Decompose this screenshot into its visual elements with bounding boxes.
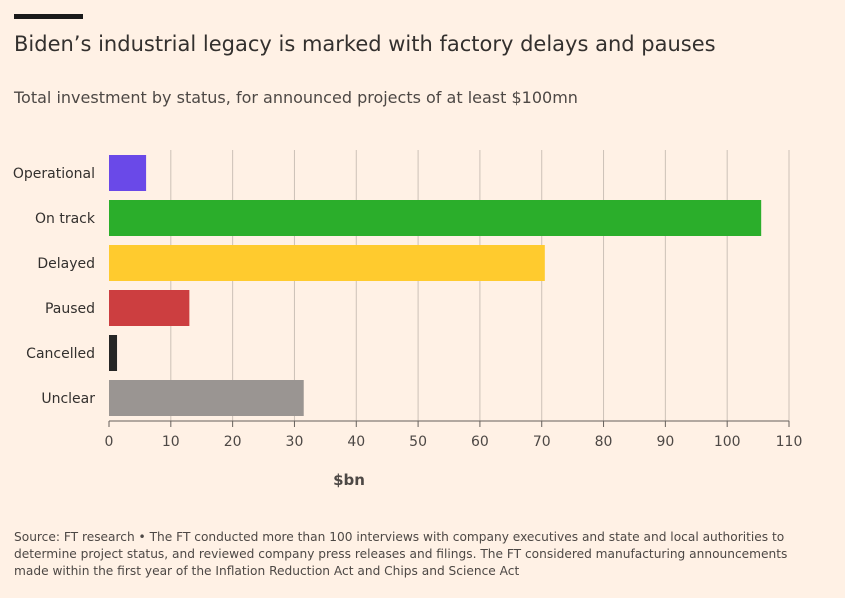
category-label: Delayed — [37, 256, 95, 272]
bar-paused — [109, 290, 190, 326]
bar-chart: Operational On track Delayed Paused Cancelle… — [13, 150, 803, 489]
category-label: On track — [35, 211, 96, 227]
bar-operational — [109, 155, 147, 191]
x-tick-label: 90 — [656, 434, 674, 450]
x-tick-label: 110 — [776, 434, 803, 450]
category-label: Unclear — [41, 391, 95, 407]
x-tick-label: 10 — [162, 434, 180, 450]
x-axis-title: $bn — [333, 471, 365, 489]
category-label: Paused — [45, 301, 95, 317]
bar-unclear — [109, 380, 304, 416]
x-tick-label: 70 — [533, 434, 551, 450]
bar-on-track — [109, 200, 762, 236]
x-tick-label: 40 — [347, 434, 365, 450]
source-note: Source: FT research • The FT conducted m… — [14, 530, 788, 578]
x-tick-label: 100 — [714, 434, 741, 450]
bar-cancelled — [109, 335, 118, 371]
chart-title: Biden’s industrial legacy is marked with… — [14, 32, 716, 56]
chart-subtitle: Total investment by status, for announce… — [14, 88, 578, 107]
x-tick-label: 50 — [409, 434, 427, 450]
x-tick-label: 20 — [224, 434, 242, 450]
x-tick-label: 0 — [105, 434, 114, 450]
x-tick-label: 60 — [471, 434, 489, 450]
category-label: Cancelled — [26, 346, 95, 362]
x-tick-label: 30 — [286, 434, 304, 450]
brand-bar — [14, 14, 83, 19]
bar-delayed — [109, 245, 545, 281]
x-tick-label: 80 — [595, 434, 613, 450]
category-label: Operational — [13, 166, 95, 182]
